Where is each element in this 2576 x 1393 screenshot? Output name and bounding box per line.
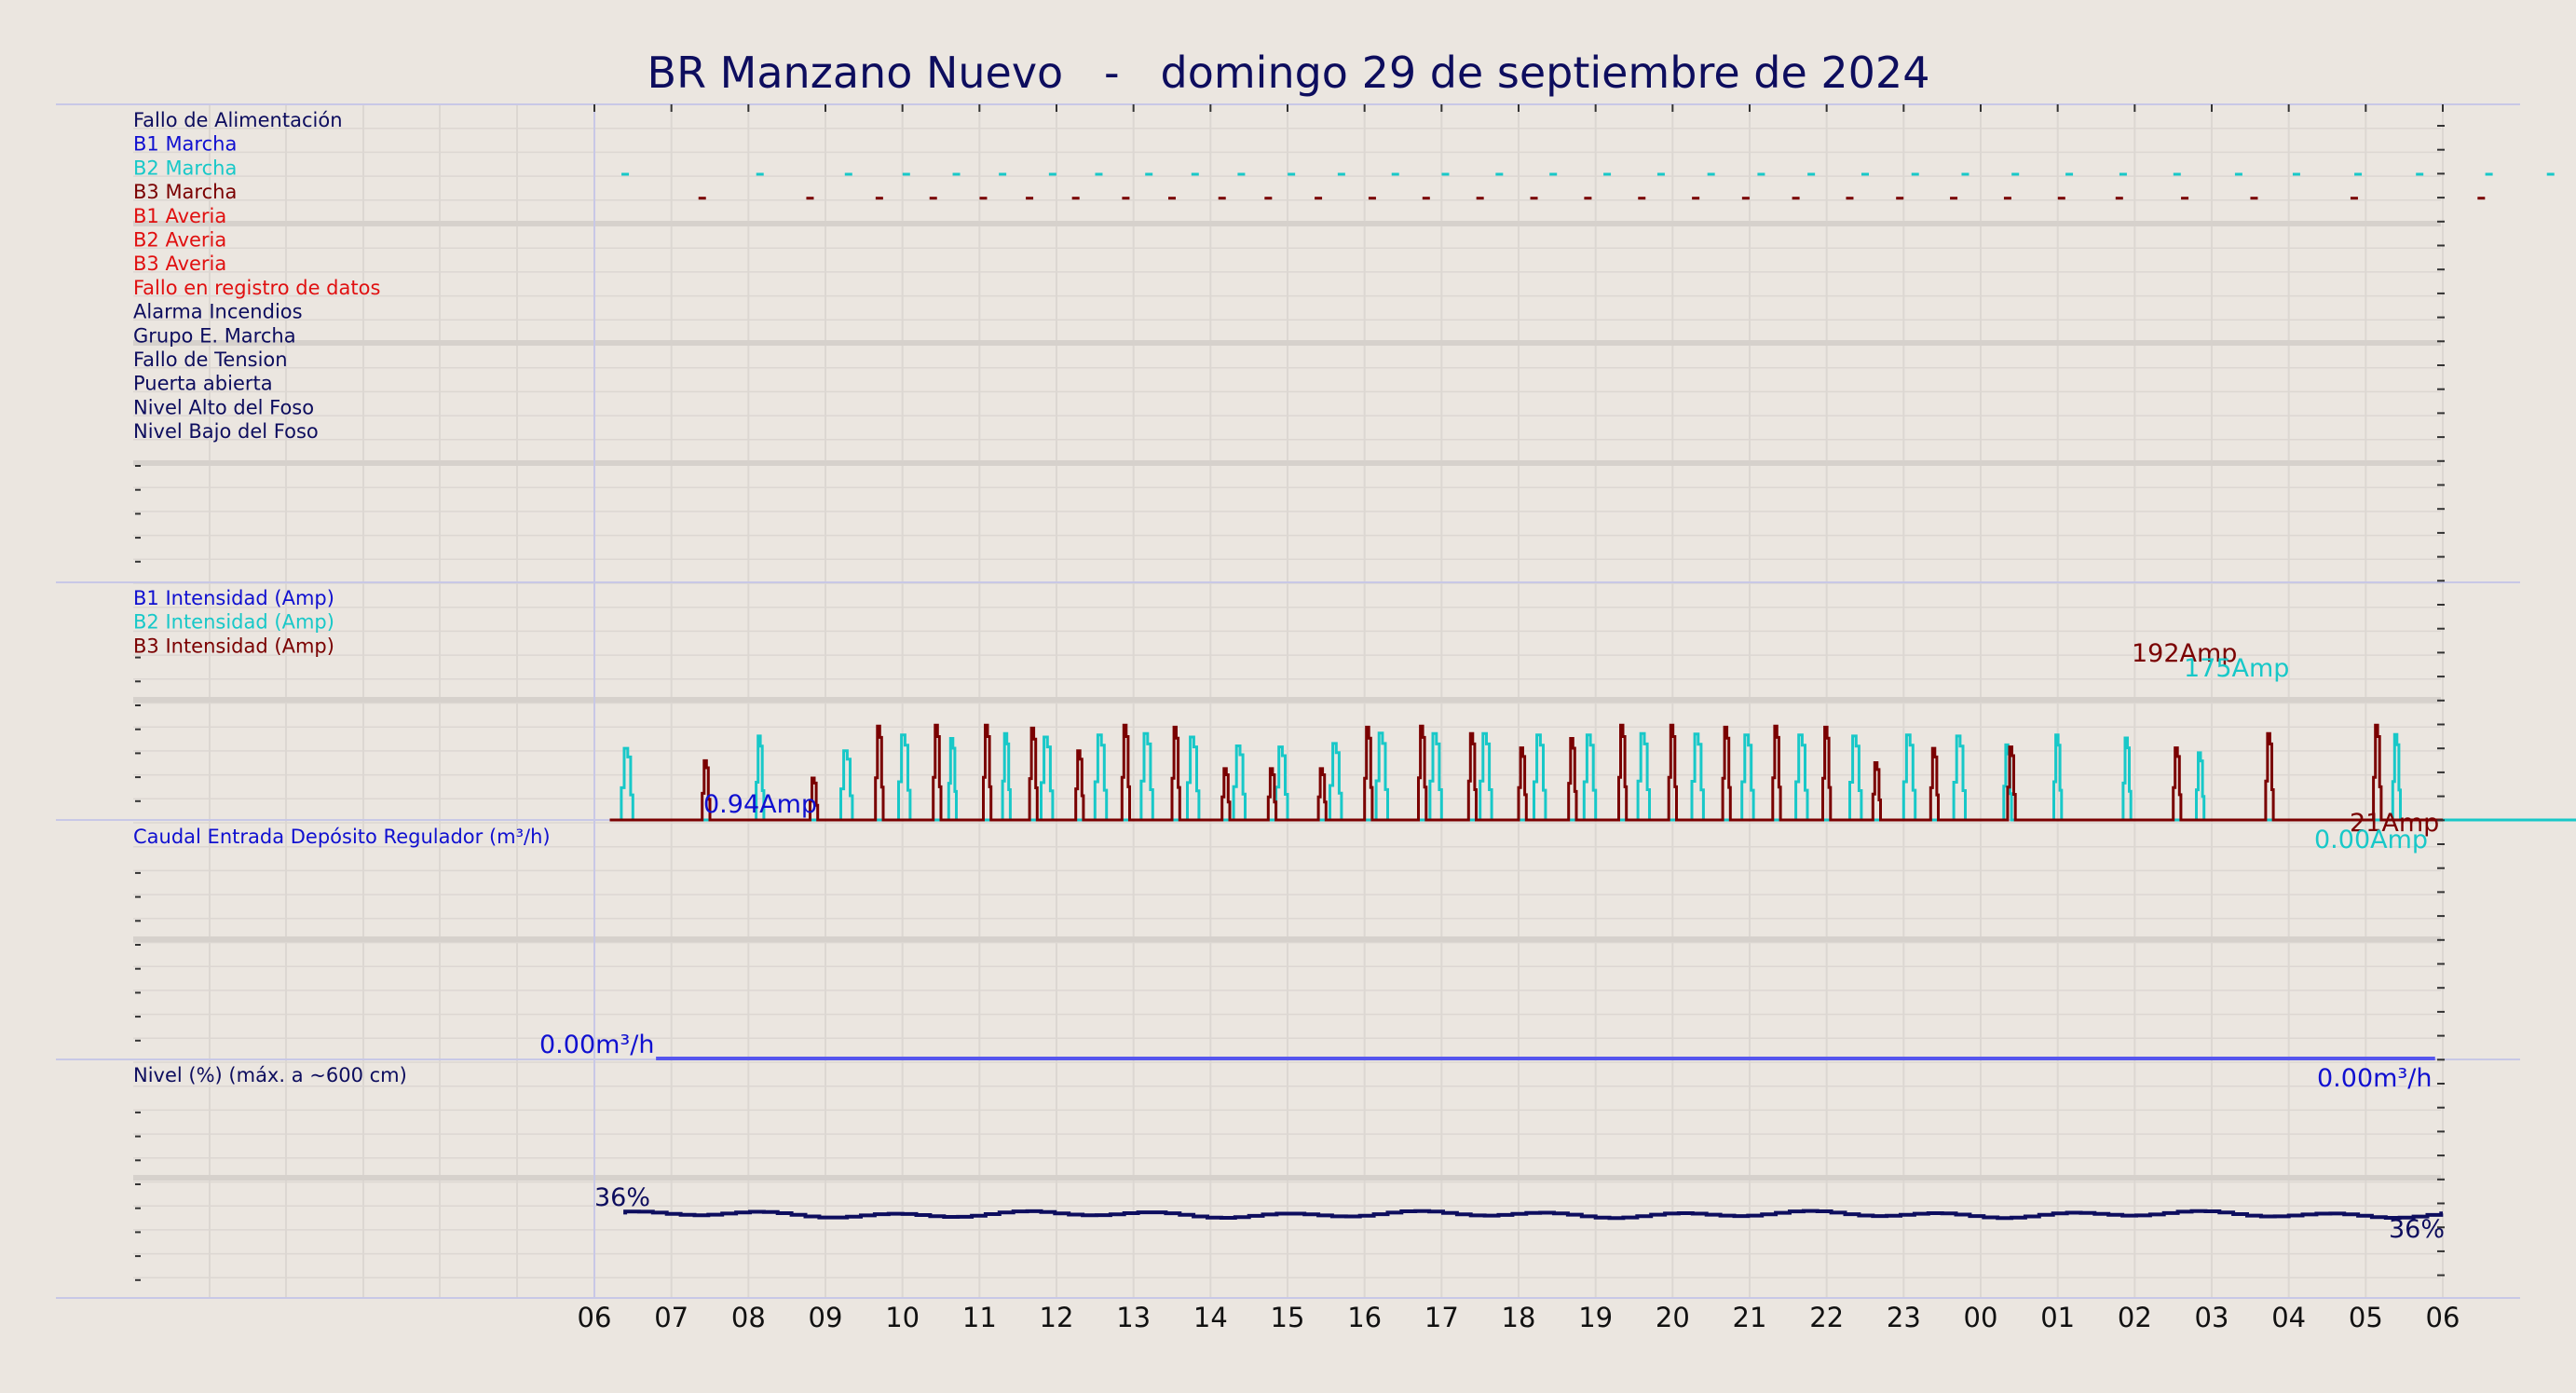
x-tick-label: 19 xyxy=(1578,1302,1613,1333)
x-tick-label: 20 xyxy=(1656,1302,1690,1333)
x-tick-label: 00 xyxy=(1964,1302,1998,1333)
flow-annotation-start: 0.00m³/h xyxy=(539,1031,654,1059)
status-label: B2 Marcha xyxy=(133,157,237,179)
status-label: Nivel Bajo del Foso xyxy=(133,420,319,443)
level-annotation-start: 36% xyxy=(594,1183,650,1212)
intensity-labels: B1 Intensidad (Amp)B2 Intensidad (Amp)B3… xyxy=(133,587,334,657)
level-labels: Nivel (%) (máx. a ~600 cm) xyxy=(133,1064,407,1086)
x-tick-label: 05 xyxy=(2349,1302,2383,1333)
status-label: B2 Averia xyxy=(133,229,226,252)
x-tick-label: 12 xyxy=(1040,1302,1074,1333)
x-tick-label: 22 xyxy=(1809,1302,1844,1333)
intensity-annotation: 175Amp xyxy=(2184,654,2289,683)
flow-annotation-end: 0.00m³/h xyxy=(2317,1064,2432,1093)
flow-label: Caudal Entrada Depósito Regulador (m³/h) xyxy=(133,826,551,848)
level-label: Nivel (%) (máx. a ~600 cm) xyxy=(133,1064,407,1086)
x-tick-label: 11 xyxy=(962,1302,997,1333)
status-label: Fallo de Alimentación xyxy=(133,109,343,131)
x-tick-label: 17 xyxy=(1424,1302,1459,1333)
status-label: Grupo E. Marcha xyxy=(133,324,296,347)
x-tick-label: 09 xyxy=(809,1302,843,1333)
status-label: B3 Averia xyxy=(133,253,226,275)
status-label: Fallo en registro de datos xyxy=(133,277,380,299)
x-tick-label: 01 xyxy=(2040,1302,2075,1333)
x-tick-label: 08 xyxy=(731,1302,766,1333)
x-tick-label: 03 xyxy=(2195,1302,2229,1333)
intensity-label: B1 Intensidad (Amp) xyxy=(133,587,334,609)
x-tick-label: 15 xyxy=(1271,1302,1305,1333)
intensity-annotation: 0.94Amp xyxy=(703,790,817,819)
x-tick-label: 16 xyxy=(1347,1302,1382,1333)
status-label: B1 Averia xyxy=(133,205,226,227)
intensity-label: B3 Intensidad (Amp) xyxy=(133,635,334,657)
x-tick-label: 07 xyxy=(654,1302,688,1333)
status-label: Fallo de Tension xyxy=(133,348,288,371)
x-tick-label: 06 xyxy=(578,1302,612,1333)
x-tick-label: 10 xyxy=(885,1302,920,1333)
level-annotation-end: 36% xyxy=(2389,1215,2445,1244)
status-label: Nivel Alto del Foso xyxy=(133,396,314,418)
status-label: B1 Marcha xyxy=(133,133,237,156)
flow-lines xyxy=(56,1058,2435,1059)
x-tick-label: 02 xyxy=(2118,1302,2152,1333)
status-label: Puerta abierta xyxy=(133,373,273,395)
x-tick-label: 14 xyxy=(1193,1302,1228,1333)
x-tick-label: 06 xyxy=(2426,1302,2460,1333)
x-tick-label: 04 xyxy=(2271,1302,2306,1333)
x-tick-label: 13 xyxy=(1116,1302,1151,1333)
x-tick-label: 18 xyxy=(1502,1302,1536,1333)
chart-title: BR Manzano Nuevo - domingo 29 de septiem… xyxy=(647,48,1930,98)
x-tick-label: 21 xyxy=(1733,1302,1767,1333)
status-label: B3 Marcha xyxy=(133,181,237,203)
intensity-annotation: 0.00Amp xyxy=(2314,826,2428,854)
intensity-label: B2 Intensidad (Amp) xyxy=(133,611,334,634)
status-label: Alarma Incendios xyxy=(133,301,303,323)
x-tick-label: 23 xyxy=(1887,1302,1921,1333)
flow-labels: Caudal Entrada Depósito Regulador (m³/h) xyxy=(133,826,551,848)
